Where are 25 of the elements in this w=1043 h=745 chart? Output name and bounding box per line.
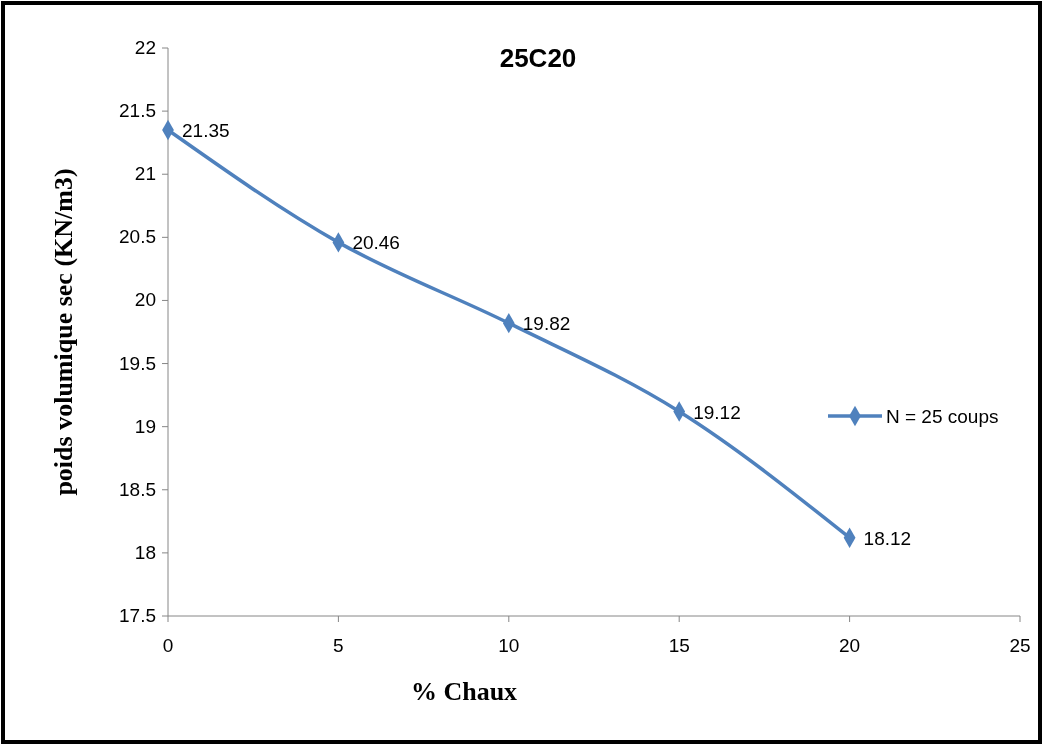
data-label: 21.35 (182, 120, 230, 142)
x-tick-label: 25 (1009, 635, 1031, 656)
x-tick-label: 10 (498, 635, 520, 656)
data-label: 20.46 (352, 232, 400, 254)
legend-label: N = 25 coups (886, 406, 999, 427)
y-tick-label: 20 (134, 289, 156, 311)
y-tick-label: 21 (134, 163, 156, 185)
x-axis-title: % Chaux (410, 677, 518, 706)
y-tick-label: 19 (134, 415, 156, 437)
x-tick-label: 15 (668, 635, 690, 656)
data-label: 19.82 (522, 313, 571, 335)
y-tick-label: 18 (134, 541, 156, 563)
y-tick-label: 19.5 (119, 352, 156, 374)
y-tick-label: 18.5 (119, 478, 156, 500)
x-tick-label: 0 (162, 635, 174, 656)
data-label: 19.12 (693, 401, 741, 423)
y-tick-label: 22 (134, 37, 156, 58)
x-tick-label: 5 (333, 635, 344, 656)
y-tick-label: 21.5 (119, 100, 156, 122)
y-axis-title: poids volumique sec (KN/m3) (49, 168, 78, 496)
chart-title: 25C20 (499, 43, 577, 73)
x-tick-label: 20 (839, 635, 861, 656)
y-tick-label: 20.5 (119, 226, 156, 248)
data-label: 18.12 (863, 527, 912, 549)
y-tick-label: 17.5 (119, 605, 156, 626)
